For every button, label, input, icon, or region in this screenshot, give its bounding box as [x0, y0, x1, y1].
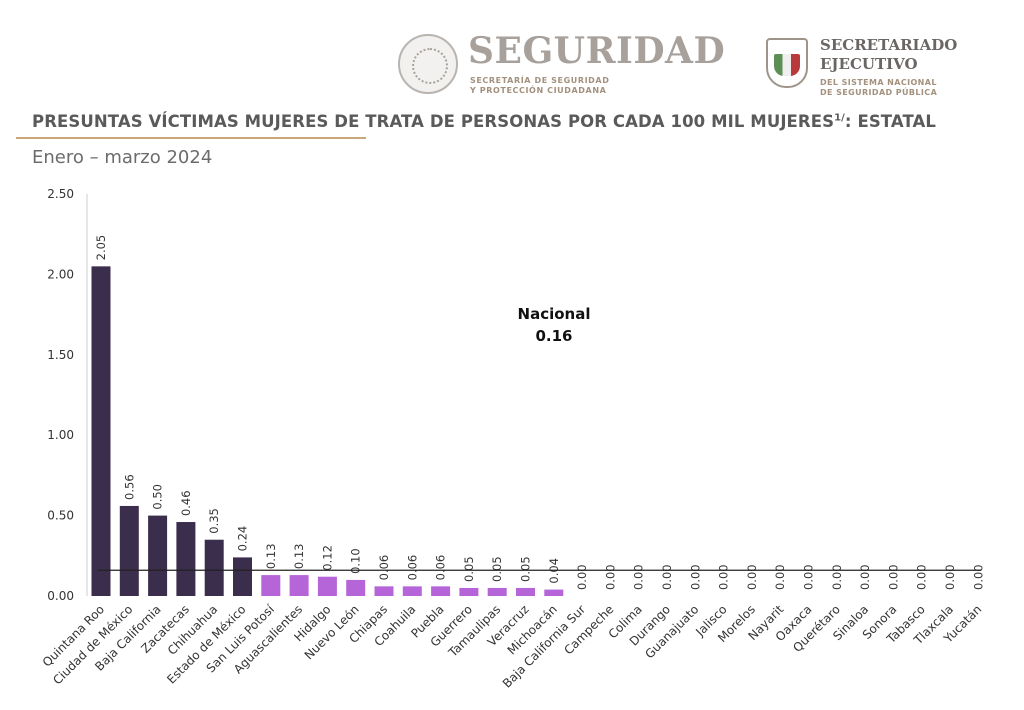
data-label: 0.00	[632, 564, 646, 590]
bar	[459, 587, 479, 596]
data-label: 0.12	[320, 545, 334, 571]
bar	[119, 505, 139, 596]
y-tick-label: 1.00	[47, 428, 74, 442]
data-label: 0.05	[519, 556, 533, 582]
header: SEGURIDAD SECRETARÍA DE SEGURIDAD Y PROT…	[0, 0, 1024, 105]
national-value: 0.16	[535, 327, 572, 345]
data-label: 0.00	[688, 564, 702, 590]
data-label: 0.56	[122, 474, 136, 500]
data-label: 0.00	[773, 564, 787, 590]
data-label: 0.00	[830, 564, 844, 590]
bar	[148, 515, 168, 596]
title-underline	[16, 137, 366, 139]
data-label: 0.05	[462, 556, 476, 582]
secretariado-logo-text: SECRETARIADO EJECUTIVO	[820, 36, 958, 73]
data-label: 0.13	[292, 543, 306, 569]
data-label: 0.00	[802, 564, 816, 590]
data-label: 0.00	[915, 564, 929, 590]
bar	[261, 575, 281, 596]
bar	[374, 586, 394, 596]
data-label: 0.00	[943, 564, 957, 590]
bar	[176, 522, 196, 596]
y-tick-label: 0.50	[47, 509, 74, 523]
bar	[431, 586, 451, 596]
data-label: 0.00	[660, 564, 674, 590]
national-label: Nacional	[518, 305, 591, 323]
data-label: 0.06	[377, 555, 391, 581]
data-label: 0.00	[971, 564, 985, 590]
bar	[289, 575, 309, 596]
bar	[204, 539, 224, 596]
chart-title: PRESUNTAS VÍCTIMAS MUJERES DE TRATA DE P…	[32, 112, 937, 131]
data-label: 0.00	[886, 564, 900, 590]
seguridad-logo-text: SEGURIDAD	[468, 30, 726, 72]
chart-subtitle: Enero – marzo 2024	[32, 147, 213, 168]
data-label: 0.00	[745, 564, 759, 590]
data-label: 0.06	[405, 555, 419, 581]
y-tick-label: 2.00	[47, 267, 74, 281]
data-label: 0.00	[603, 564, 617, 590]
data-label: 0.00	[717, 564, 731, 590]
data-label: 0.24	[236, 526, 250, 552]
bar	[346, 579, 366, 596]
data-label: 0.10	[349, 548, 363, 574]
bar	[317, 576, 337, 596]
secretariado-shield-logo	[766, 38, 808, 88]
data-label: 0.35	[207, 508, 221, 534]
bar	[233, 557, 252, 596]
bar	[544, 589, 564, 596]
data-label: 0.05	[490, 556, 504, 582]
bar	[402, 586, 422, 596]
data-label: 0.00	[575, 564, 589, 590]
mexico-seal-logo	[398, 34, 458, 94]
y-tick-label: 0.00	[47, 589, 74, 603]
bar	[487, 587, 507, 596]
data-label: 0.06	[434, 555, 448, 581]
y-tick-label: 1.50	[47, 348, 74, 362]
data-label: 2.05	[94, 235, 108, 261]
seguridad-logo-subtitle: SECRETARÍA DE SEGURIDAD Y PROTECCIÓN CIU…	[470, 76, 610, 95]
y-tick-label: 2.50	[47, 187, 74, 201]
bar	[91, 266, 111, 596]
secretariado-logo-subtitle: DEL SISTEMA NACIONAL DE SEGURIDAD PÚBLIC…	[820, 78, 938, 97]
bar	[516, 587, 535, 596]
data-label: 0.50	[151, 484, 165, 510]
data-label: 0.13	[264, 543, 278, 569]
data-label: 0.00	[858, 564, 872, 590]
data-label: 0.46	[179, 490, 193, 516]
